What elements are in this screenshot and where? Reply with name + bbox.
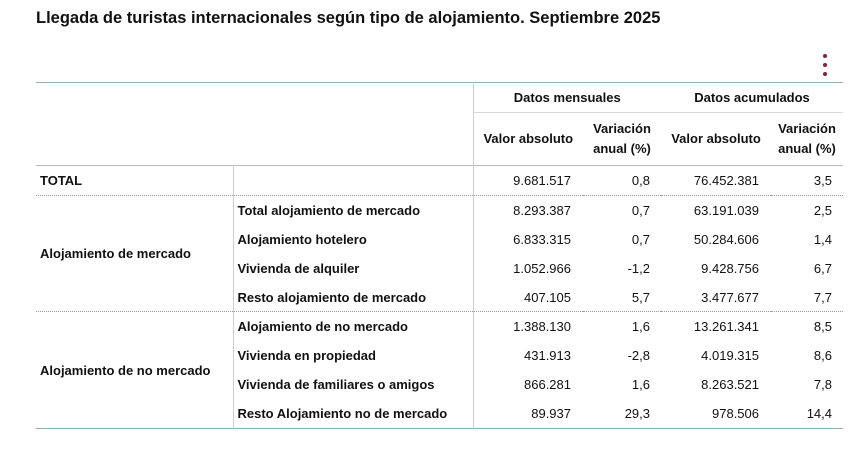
data-table: Datos mensuales Datos acumulados Valor a… — [36, 82, 843, 429]
table-row: Alojamiento de mercado Total alojamiento… — [36, 195, 843, 261]
cell-a-var: 2,5 — [813, 202, 832, 218]
cell-a-abs: 50.284.606 — [693, 231, 759, 247]
cell-m-var: 1,6 — [631, 377, 650, 393]
cell-a-var: 6,7 — [813, 260, 832, 276]
cell-m-abs: 8.293.387 — [472, 195, 583, 225]
row-label: Alojamiento hotelero — [232, 224, 473, 254]
cell-a-var: 3,5 — [771, 165, 843, 196]
kebab-menu-icon[interactable] — [818, 54, 832, 76]
cell-a-var: 8,5 — [813, 319, 832, 335]
group-label-mercado: Alojamiento de mercado — [40, 246, 191, 262]
row-label: Total alojamiento de mercado — [232, 195, 473, 225]
cell-a-var: 8,6 — [813, 348, 832, 364]
cell-m-abs: 431.913 — [472, 341, 583, 371]
cell-m-var: 5,7 — [631, 289, 650, 305]
menu-dot — [823, 72, 827, 76]
row-label: Vivienda de familiares o amigos — [232, 370, 473, 400]
cell-m-abs: 9.681.517 — [472, 165, 583, 196]
cell-m-abs: 6.833.315 — [472, 224, 583, 254]
cell-m-var: 0,7 — [631, 231, 650, 247]
cell-a-abs: 978.506 — [712, 406, 759, 422]
cell-m-var: 29,3 — [624, 406, 650, 422]
col-variacion-acumulado: Variación anual (%) — [771, 112, 843, 166]
table-row: Vivienda de alquiler 1.052.966 -1,2 9.42… — [36, 253, 843, 283]
cell-m-var: -2,8 — [627, 348, 650, 364]
cell-a-abs: 76.452.381 — [661, 165, 771, 196]
row-label: Resto alojamiento de mercado — [232, 282, 473, 312]
table-row: Vivienda en propiedad 431.913 -2,8 4.019… — [36, 341, 843, 371]
header-blank — [36, 113, 473, 166]
header-group-acumulado: Datos acumulados — [694, 90, 810, 105]
cell-a-abs: 63.191.039 — [693, 202, 759, 218]
cell-m-abs: 1.052.966 — [472, 253, 583, 283]
cell-a-abs: 13.261.341 — [693, 319, 759, 335]
col-variacion-line1: Variación — [593, 121, 651, 136]
row-label: Resto Alojamiento no de mercado — [232, 399, 473, 429]
menu-dot — [823, 63, 827, 67]
col-variacion-line2: anual (%) — [778, 141, 836, 156]
col-variacion-mensual: Variación anual (%) — [583, 112, 661, 166]
row-label: Alojamiento de no mercado — [232, 311, 473, 342]
cell-m-var: 1,6 — [631, 319, 650, 335]
table-row: Alojamiento hotelero 6.833.315 0,7 50.28… — [36, 224, 843, 254]
col-variacion-line1: Variación — [778, 121, 836, 136]
row-label: Vivienda en propiedad — [232, 341, 473, 371]
cell-a-abs: 4.019.315 — [701, 348, 759, 364]
col-variacion-line2: anual (%) — [593, 141, 651, 156]
col-valor-acumulado: Valor absoluto — [661, 112, 771, 166]
row-label: Vivienda de alquiler — [232, 253, 473, 283]
header-blank — [36, 83, 473, 113]
table-row-total: TOTAL 9.681.517 0,8 76.452.381 3,5 — [36, 165, 843, 196]
header-group-mensual: Datos mensuales — [472, 82, 661, 113]
cell-a-var: 7,7 — [813, 289, 832, 305]
cell-a-abs: 9.428.756 — [701, 260, 759, 276]
cell-m-abs: 1.388.130 — [472, 311, 583, 342]
cell-a-var: 7,8 — [813, 377, 832, 393]
col-valor-mensual: Valor absoluto — [472, 112, 583, 166]
cell-a-abs: 3.477.677 — [701, 289, 759, 305]
table-row: Alojamiento de no mercado Alojamiento de… — [36, 311, 843, 378]
row-sublabel-empty — [232, 165, 473, 196]
cell-m-abs: 89.937 — [472, 399, 583, 429]
group-label-no-mercado: Alojamiento de no mercado — [40, 362, 211, 378]
cell-a-abs: 8.263.521 — [701, 377, 759, 393]
cell-a-var: 14,4 — [806, 406, 832, 422]
menu-dot — [823, 54, 827, 58]
cell-m-var: 0,8 — [583, 165, 661, 196]
table-row: Resto Alojamiento no de mercado 89.937 2… — [36, 399, 843, 429]
cell-m-abs: 407.105 — [472, 282, 583, 312]
table-row: Resto alojamiento de mercado 407.105 5,7… — [36, 282, 843, 312]
cell-a-var: 1,4 — [813, 231, 832, 247]
row-label-total: TOTAL — [36, 165, 233, 196]
cell-m-var: -1,2 — [627, 260, 650, 276]
cell-m-var: 0,7 — [631, 202, 650, 218]
table-row: Vivienda de familiares o amigos 866.281 … — [36, 370, 843, 400]
cell-m-abs: 866.281 — [472, 370, 583, 400]
page-title: Llegada de turistas internacionales segú… — [36, 9, 661, 27]
